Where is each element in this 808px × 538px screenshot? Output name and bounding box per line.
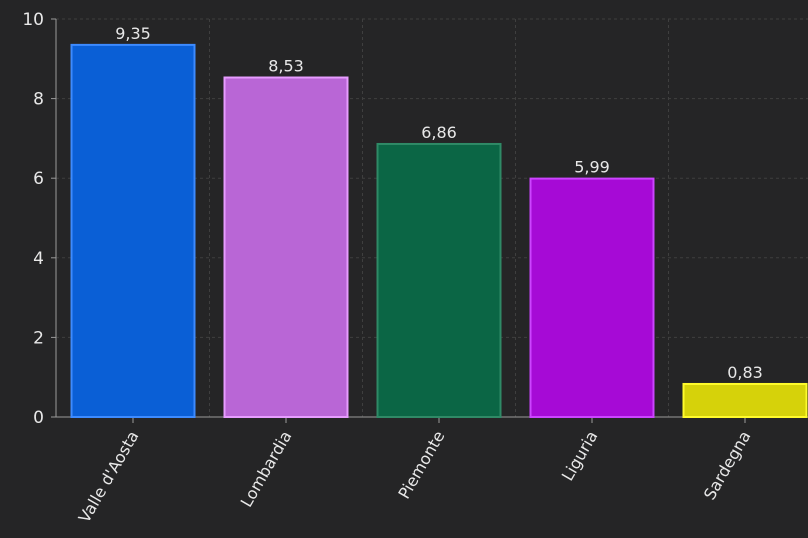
y-tick-label: 4 xyxy=(33,249,44,269)
bar xyxy=(529,177,655,418)
bar xyxy=(682,382,808,419)
y-tick-label: 0 xyxy=(33,408,44,428)
bar-value-label: 0,83 xyxy=(727,363,763,382)
y-tick-label: 8 xyxy=(33,90,44,110)
x-tick-label: Liguria xyxy=(558,428,602,485)
y-tick-label: 6 xyxy=(33,169,44,189)
bar-value-label: 9,35 xyxy=(115,24,151,43)
bar-value-label: 8,53 xyxy=(268,57,304,76)
grid-layer xyxy=(56,18,808,417)
bar-value-label: 6,86 xyxy=(421,123,457,142)
x-tick-label: Sardegna xyxy=(700,428,755,504)
bar xyxy=(223,76,349,418)
y-tick-label: 10 xyxy=(22,10,44,30)
x-tick-label: Valle d'Aosta xyxy=(75,428,143,526)
bar xyxy=(376,142,502,419)
x-tick-label: Piemonte xyxy=(394,428,448,503)
bar-layer xyxy=(70,43,808,419)
x-tick-label: Lombardia xyxy=(237,428,296,511)
bar xyxy=(70,43,196,419)
bar-value-label: 5,99 xyxy=(574,158,610,177)
y-tick-label: 2 xyxy=(33,328,44,348)
